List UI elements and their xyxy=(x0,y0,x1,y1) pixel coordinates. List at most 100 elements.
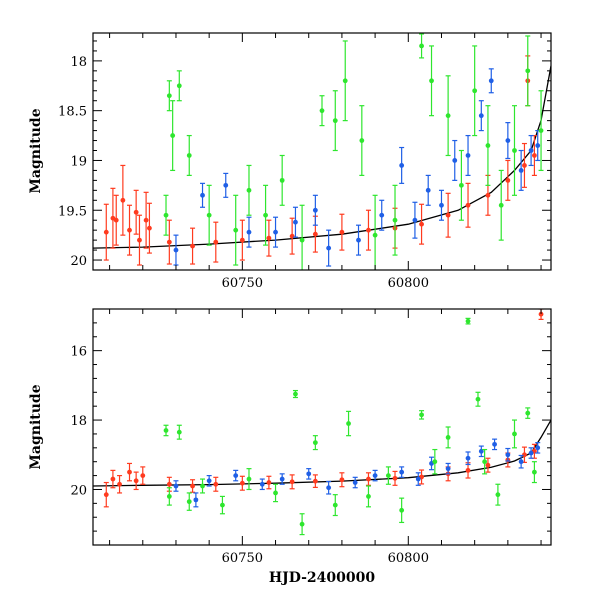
bottom-data-point xyxy=(492,441,497,447)
top-data-point xyxy=(289,233,295,239)
bottom-data-point xyxy=(220,502,225,508)
bottom-data-point xyxy=(166,494,172,499)
top-data-point xyxy=(147,225,152,231)
top-data-point xyxy=(528,148,534,153)
top-data-point xyxy=(266,235,272,241)
bottom-data-point xyxy=(415,476,421,482)
top-data-point xyxy=(339,229,345,235)
top-data-point xyxy=(279,177,285,183)
bottom-data-point xyxy=(246,476,252,482)
bottom-data-point xyxy=(110,476,116,482)
bottom-data-point xyxy=(445,466,451,472)
bottom-data-point xyxy=(289,479,295,485)
bottom-data-point xyxy=(259,481,265,487)
bottom-data-point xyxy=(306,471,312,477)
bottom-data-point xyxy=(399,469,405,475)
top-data-point xyxy=(173,247,179,253)
top-data-point xyxy=(166,93,172,99)
bottom-data-point xyxy=(299,521,305,527)
bottom-data-point xyxy=(366,494,371,499)
bottom-data-point xyxy=(190,483,195,489)
bottom-data-point xyxy=(312,478,318,484)
bottom-data-point xyxy=(385,473,391,478)
x-axis-title: HJD-2400000 xyxy=(269,570,376,586)
top-data-point xyxy=(166,239,172,245)
bottom-y-tick-label: 20 xyxy=(70,483,87,498)
top-x-tick-label: 60750 xyxy=(222,276,263,291)
top-data-point xyxy=(233,227,239,233)
bottom-data-point xyxy=(432,459,438,465)
top-data-point xyxy=(372,232,378,238)
top-data-point xyxy=(465,202,471,208)
top-data-point xyxy=(239,237,245,243)
top-data-point xyxy=(133,209,139,215)
bottom-data-layer xyxy=(93,309,551,536)
bottom-data-point xyxy=(346,421,351,426)
bottom-data-point xyxy=(279,476,285,482)
bottom-data-point xyxy=(522,452,527,458)
top-data-point xyxy=(412,217,418,223)
bottom-series-1 xyxy=(173,438,541,508)
top-data-point xyxy=(419,221,424,227)
top-data-point xyxy=(312,231,318,237)
top-data-point xyxy=(472,88,478,94)
bottom-data-point xyxy=(482,459,488,465)
top-data-point xyxy=(445,212,451,218)
top-data-point xyxy=(512,148,517,153)
top-data-point xyxy=(458,182,464,188)
top-data-point xyxy=(326,245,332,251)
top-data-point xyxy=(359,138,365,143)
top-data-point xyxy=(263,212,268,218)
bottom-x-tick-label: 60800 xyxy=(388,551,429,566)
bottom-data-point xyxy=(495,492,501,498)
top-data-point xyxy=(518,168,524,173)
top-data-point xyxy=(366,227,371,233)
bottom-data-point xyxy=(140,473,146,478)
top-data-point xyxy=(299,237,305,243)
bottom-data-point xyxy=(186,499,192,505)
top-data-point xyxy=(478,113,484,119)
top-y-tick-label: 20 xyxy=(70,254,87,269)
bottom-data-point xyxy=(528,450,534,456)
bottom-data-point xyxy=(339,477,345,483)
top-data-point xyxy=(206,212,212,218)
top-data-point xyxy=(379,212,385,218)
bottom-y-tick-label: 18 xyxy=(70,414,87,429)
top-data-point xyxy=(452,158,458,163)
top-data-point xyxy=(190,243,195,249)
bottom-data-point xyxy=(392,475,398,481)
top-data-point xyxy=(419,43,424,49)
top-data-point xyxy=(186,153,192,158)
bottom-data-point xyxy=(465,467,471,473)
top-data-point xyxy=(113,217,119,223)
bottom-data-point xyxy=(193,497,199,503)
top-data-point xyxy=(535,143,541,148)
top-panel: 60750 60800 18 18.5 19 19.5 20 Magnitude xyxy=(28,32,552,291)
bottom-data-point xyxy=(103,492,109,498)
top-series-1 xyxy=(173,68,541,267)
bottom-data-point xyxy=(166,481,172,487)
bottom-data-point xyxy=(419,412,424,418)
bottom-panel: 60750 60800 16 18 20 Magnitude HJD-2400000 xyxy=(28,308,552,586)
top-data-point xyxy=(488,78,494,84)
bottom-data-point xyxy=(538,311,544,317)
bottom-data-point xyxy=(200,483,205,489)
bottom-y-axis-title: Magnitude xyxy=(28,384,44,469)
bottom-data-point xyxy=(176,429,182,435)
bottom-data-point xyxy=(239,480,245,486)
top-data-point xyxy=(223,182,229,188)
bottom-data-point xyxy=(465,318,471,324)
bottom-data-point xyxy=(326,485,332,491)
top-data-point xyxy=(127,227,132,233)
top-data-point xyxy=(538,128,544,133)
bottom-data-point xyxy=(163,428,169,433)
bottom-data-point xyxy=(366,476,371,482)
top-x-tick-label: 60800 xyxy=(388,276,429,291)
top-data-point xyxy=(143,217,149,223)
top-data-point xyxy=(103,229,109,235)
bottom-data-point xyxy=(399,507,405,513)
top-data-point xyxy=(312,207,318,213)
top-data-point xyxy=(246,229,252,235)
bottom-data-point xyxy=(518,459,524,465)
